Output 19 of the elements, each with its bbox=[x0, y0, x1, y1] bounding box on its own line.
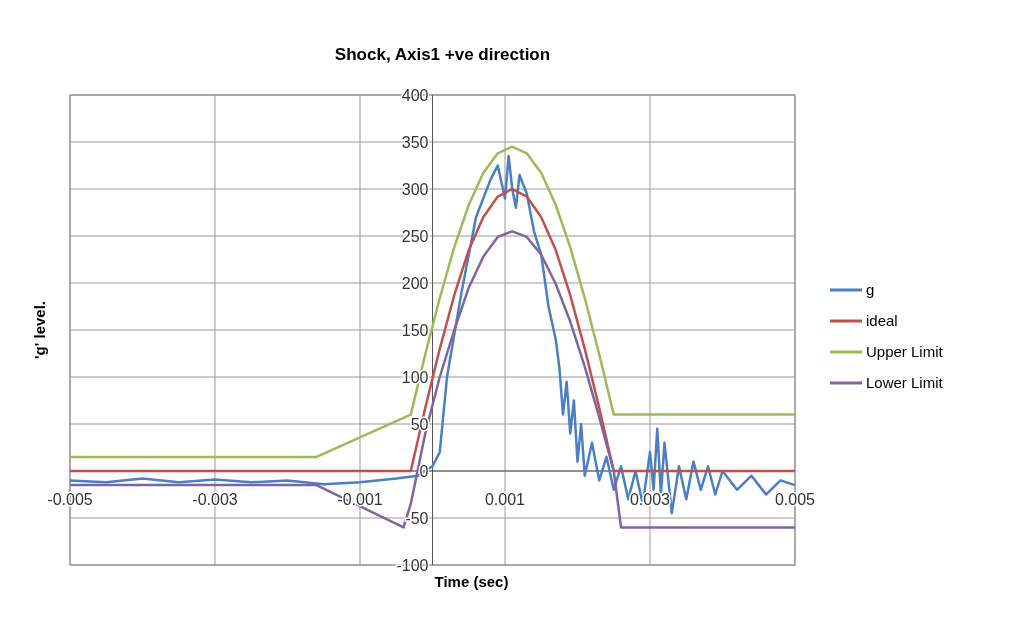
y-tick-label: -100 bbox=[396, 557, 429, 574]
x-tick-label: 0.001 bbox=[484, 491, 526, 508]
legend-label: ideal bbox=[866, 312, 898, 329]
y-tick-label: 200 bbox=[401, 275, 429, 292]
y-tick-label: 350 bbox=[401, 134, 429, 151]
legend-label: g bbox=[866, 281, 875, 298]
legend-label: Lower Limit bbox=[866, 374, 944, 391]
y-axis-title: 'g' level. bbox=[31, 301, 48, 359]
y-tick-label: -50 bbox=[405, 510, 429, 527]
y-tick-label: 400 bbox=[401, 87, 429, 104]
y-tick-label: 150 bbox=[401, 322, 429, 339]
y-tick-label: 250 bbox=[401, 228, 429, 245]
x-axis-title: Time (sec) bbox=[434, 573, 509, 590]
x-tick-label: -0.003 bbox=[192, 491, 238, 508]
y-tick-label: 300 bbox=[401, 181, 429, 198]
chart-title: Shock, Axis1 +ve direction bbox=[334, 45, 551, 64]
legend-label: Upper Limit bbox=[866, 343, 944, 360]
x-tick-label: -0.005 bbox=[47, 491, 93, 508]
x-tick-label: 0.005 bbox=[774, 491, 816, 508]
